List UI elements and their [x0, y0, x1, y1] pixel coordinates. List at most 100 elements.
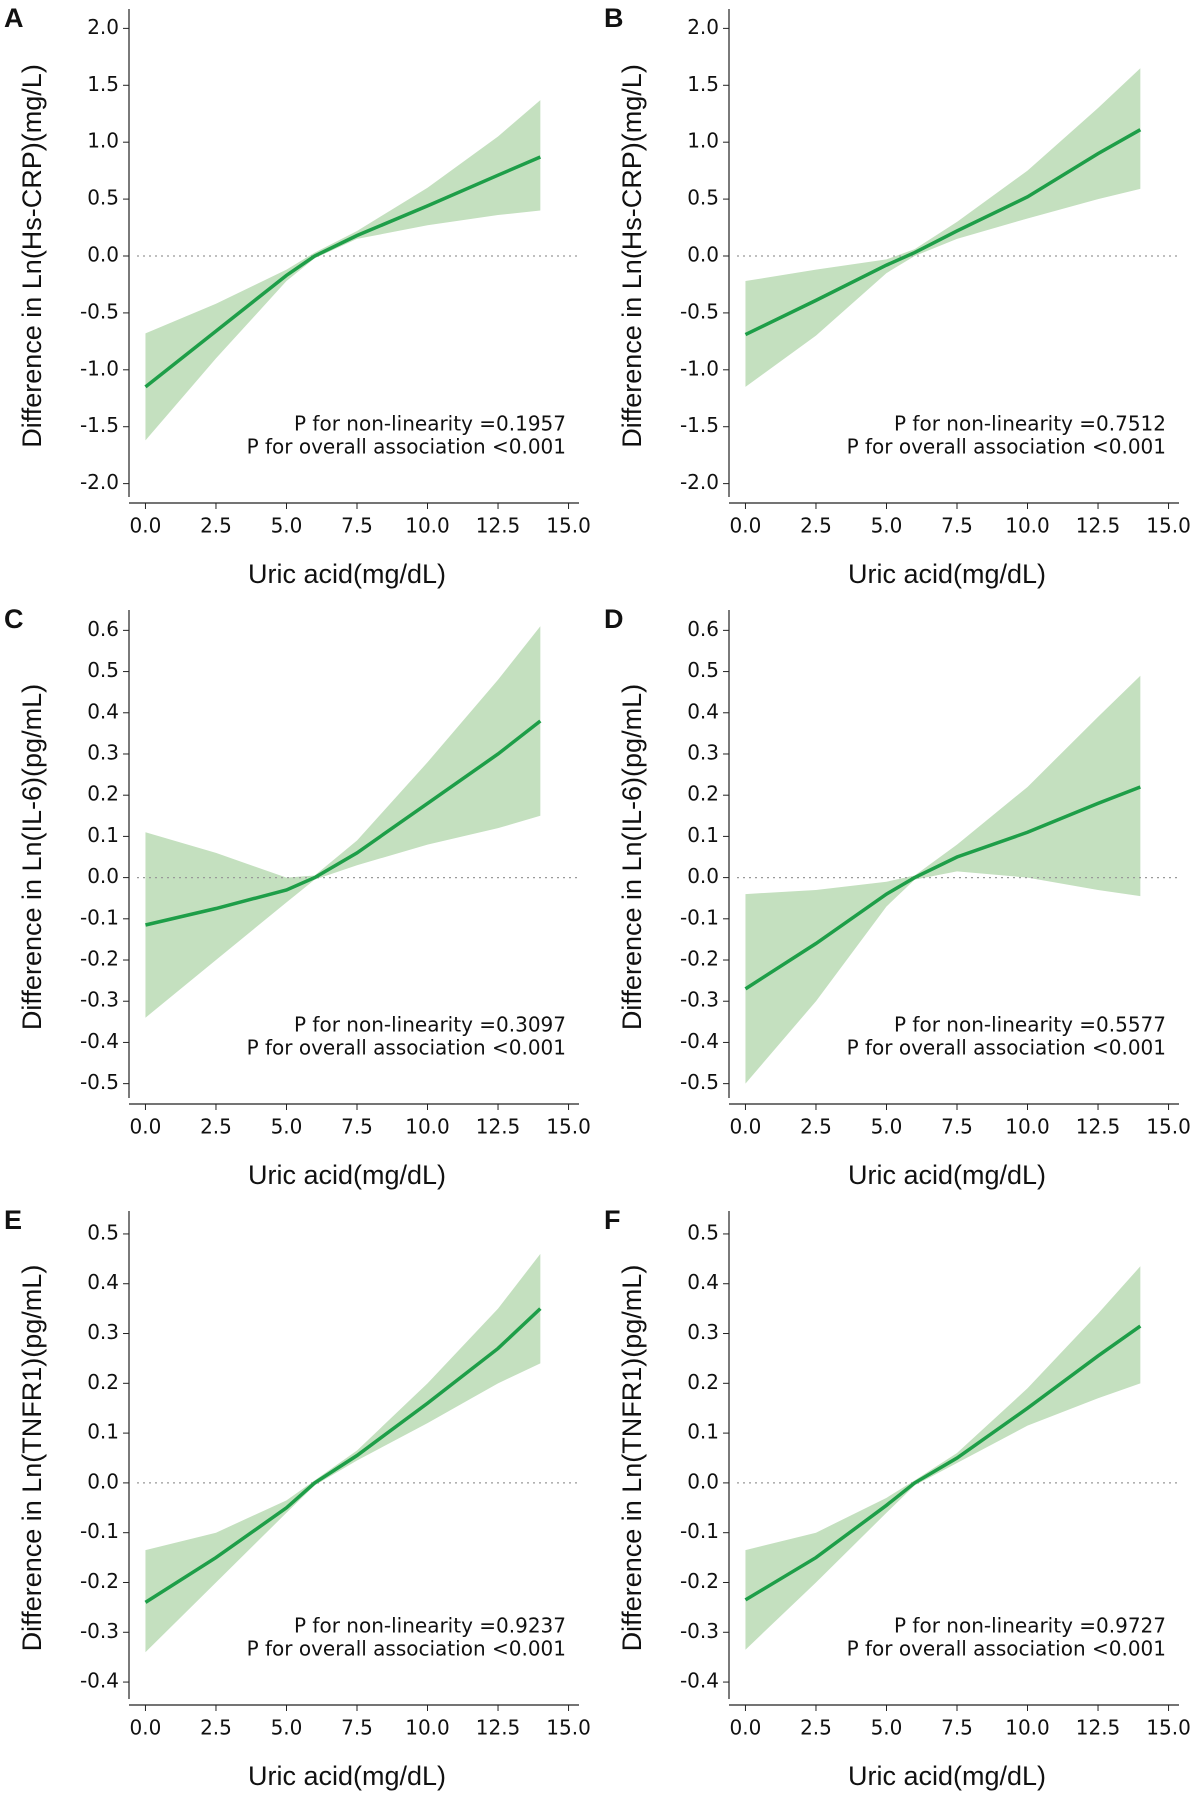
y-tick-label: -0.3: [680, 1619, 719, 1643]
fit-line: [144, 155, 542, 389]
y-tick-label: -0.1: [680, 1519, 719, 1543]
y-tick-label: 2.0: [87, 15, 119, 39]
x-tick-label: 2.5: [800, 1115, 832, 1139]
x-tick-label: 0.0: [130, 514, 162, 538]
y-tick-label: -1.5: [680, 413, 719, 437]
annotation: P for overall association <0.001: [847, 1036, 1166, 1060]
y-tick-label: -0.5: [80, 299, 119, 323]
y-tick-label: -1.0: [80, 356, 119, 380]
x-tick-label: 5.0: [271, 514, 303, 538]
confidence-band: [745, 68, 1141, 387]
x-tick-label: 10.0: [1005, 1115, 1050, 1139]
y-tick-label: 2.0: [687, 15, 719, 39]
x-tick-label: 12.5: [1076, 1716, 1121, 1740]
y-tick-label: 0.5: [87, 658, 119, 682]
x-tick-label: 5.0: [871, 1716, 903, 1740]
y-tick-label: 0.4: [687, 1270, 719, 1294]
annotation: P for non-linearity =0.1957: [294, 412, 566, 436]
panel-label: E: [4, 1205, 22, 1235]
x-tick-label: 5.0: [271, 1115, 303, 1139]
y-tick-label: 0.2: [87, 782, 119, 806]
y-tick-label: -0.1: [80, 1519, 119, 1543]
confidence-band: [745, 1266, 1141, 1650]
annotation: P for overall association <0.001: [247, 1637, 566, 1661]
y-tick-label: 1.5: [687, 72, 719, 96]
x-tick-label: 10.0: [405, 1716, 450, 1740]
x-tick-label: 12.5: [1076, 1115, 1121, 1139]
panel: -2.0 -1.5 -1.0 -0.5 0.0 0.5 1.0 1.5 2.0 0.0 2.5 5.0…: [4, 3, 591, 589]
y-axis-label: Difference in Ln(Hs-CRP)(mg/L): [617, 64, 647, 448]
y-tick-label: 0.2: [687, 782, 719, 806]
x-axis-label: Uric acid(mg/dL): [848, 1160, 1046, 1190]
panel-label: B: [604, 3, 624, 33]
y-tick-label: -0.2: [680, 947, 719, 971]
y-tick-label: 0.0: [687, 864, 719, 888]
x-tick-label: 7.5: [941, 514, 973, 538]
x-tick-label: 10.0: [1005, 1716, 1050, 1740]
x-tick-label: 5.0: [271, 1716, 303, 1740]
x-tick-label: 2.5: [200, 514, 232, 538]
x-tick-label: 2.5: [800, 1716, 832, 1740]
x-tick-label: 7.5: [341, 1716, 373, 1740]
y-tick-label: -0.4: [680, 1669, 719, 1693]
y-tick-label: 0.0: [87, 243, 119, 267]
y-tick-label: -0.2: [680, 1569, 719, 1593]
y-tick-label: 0.5: [687, 186, 719, 210]
x-tick-label: 0.0: [130, 1716, 162, 1740]
y-tick-label: -0.5: [680, 299, 719, 323]
x-tick-label: 10.0: [405, 1115, 450, 1139]
annotation: P for non-linearity =0.9237: [294, 1614, 566, 1638]
y-tick-label: -1.0: [680, 356, 719, 380]
annotation: P for non-linearity =0.3097: [294, 1013, 566, 1037]
x-axis-label: Uric acid(mg/dL): [248, 1761, 446, 1791]
x-tick-label: 7.5: [341, 1115, 373, 1139]
x-tick-label: 5.0: [871, 1115, 903, 1139]
y-tick-label: 0.5: [87, 1220, 119, 1244]
y-tick-label: 0.3: [687, 1320, 719, 1344]
y-tick-label: 0.6: [687, 617, 719, 641]
y-tick-label: -0.3: [80, 988, 119, 1012]
x-tick-label: 2.5: [200, 1115, 232, 1139]
x-tick-label: 15.0: [1146, 1716, 1191, 1740]
annotation: P for non-linearity =0.9727: [894, 1614, 1166, 1638]
x-tick-label: 12.5: [476, 514, 521, 538]
x-axis-label: Uric acid(mg/dL): [848, 559, 1046, 589]
annotation: P for overall association <0.001: [847, 435, 1166, 459]
panel-label: C: [4, 604, 24, 634]
y-axis-label: Difference in Ln(TNFR1)(pg/mL): [617, 1265, 647, 1652]
y-tick-label: 0.4: [87, 699, 119, 723]
x-tick-label: 5.0: [871, 514, 903, 538]
x-tick-label: 12.5: [476, 1115, 521, 1139]
panel: -0.5 -0.4 -0.3 -0.2 -0.1 0.0 0.1 0.2 0.3 0.4 0.5 0.…: [4, 604, 591, 1190]
x-tick-label: 2.5: [800, 514, 832, 538]
y-tick-label: -0.5: [680, 1070, 719, 1094]
y-tick-label: 0.4: [87, 1270, 119, 1294]
panel: -0.4 -0.3 -0.2 -0.1 0.0 0.1 0.2 0.3 0.4 0.5 0.0 2.5…: [604, 1205, 1191, 1791]
y-tick-label: 0.2: [87, 1370, 119, 1394]
y-tick-label: -0.2: [80, 947, 119, 971]
fit-line: [145, 719, 542, 927]
y-tick-label: 0.5: [87, 186, 119, 210]
y-tick-label: -0.1: [680, 905, 719, 929]
y-tick-label: 1.0: [87, 129, 119, 153]
y-tick-label: 1.0: [687, 129, 719, 153]
y-axis-label: Difference in Ln(IL-6)(pg/mL): [17, 684, 47, 1030]
y-tick-label: -0.1: [80, 905, 119, 929]
x-tick-label: 15.0: [546, 1115, 591, 1139]
x-axis-label: Uric acid(mg/dL): [248, 1160, 446, 1190]
annotation: P for overall association <0.001: [247, 1036, 566, 1060]
x-tick-label: 15.0: [1146, 514, 1191, 538]
y-tick-label: 0.0: [87, 1469, 119, 1493]
y-tick-label: 0.5: [687, 658, 719, 682]
y-tick-label: 0.1: [687, 1420, 719, 1444]
x-tick-label: 7.5: [941, 1716, 973, 1740]
panel: -0.5 -0.4 -0.3 -0.2 -0.1 0.0 0.1 0.2 0.3 0.4 0.5 0.…: [604, 604, 1191, 1190]
y-tick-label: 0.0: [687, 1469, 719, 1493]
fit-line: [744, 785, 1141, 991]
y-tick-label: -2.0: [680, 470, 719, 494]
y-tick-label: -0.5: [80, 1070, 119, 1094]
y-tick-label: -0.3: [80, 1619, 119, 1643]
confidence-band: [145, 1253, 541, 1653]
